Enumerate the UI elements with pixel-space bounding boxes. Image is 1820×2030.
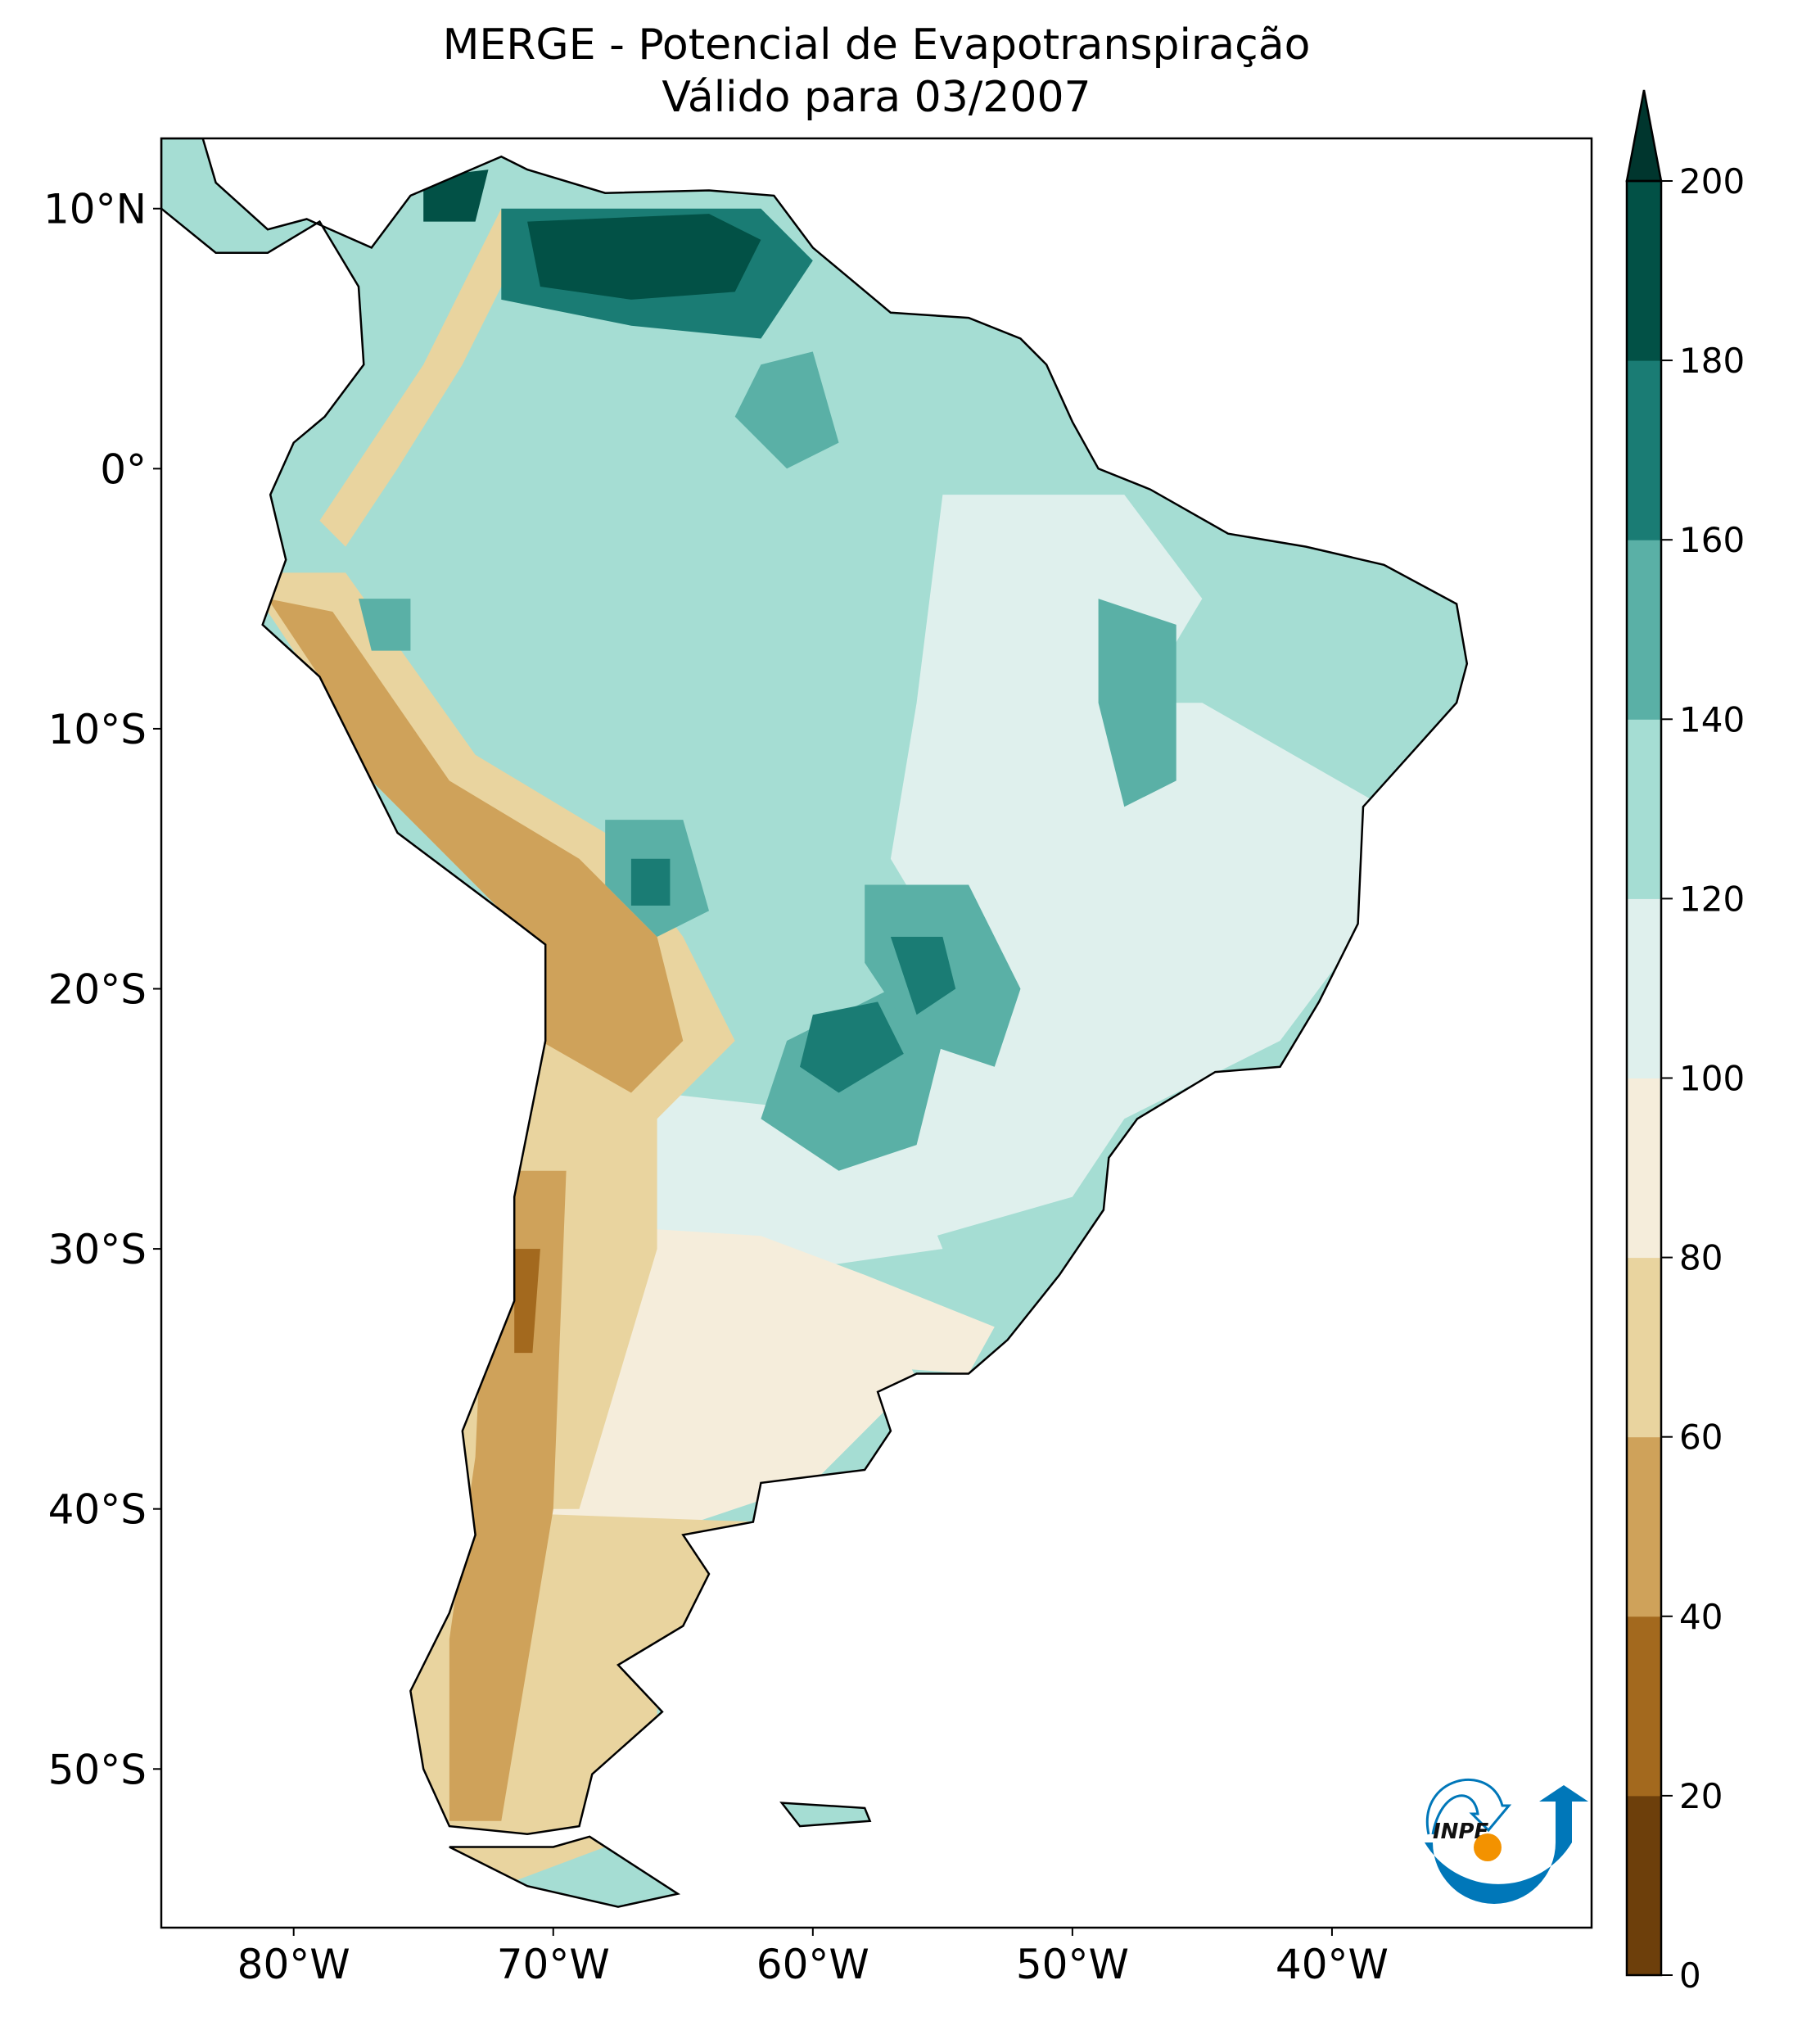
- colorbar-segment: [1627, 898, 1661, 1078]
- colorbar-tick-label: 40: [1679, 1597, 1723, 1637]
- lon-tick-label: 60°W: [756, 1941, 869, 1988]
- contour-region: [630, 858, 671, 906]
- lat-tick-label: 30°S: [48, 1226, 147, 1273]
- colorbar-tick-label: 160: [1679, 520, 1745, 560]
- lat-tick-label: 40°S: [48, 1486, 147, 1534]
- colorbar-tick-label: 80: [1679, 1238, 1723, 1278]
- contour-region: [734, 351, 839, 469]
- contour-region: [812, 703, 1384, 1250]
- contour-region: [268, 599, 684, 1093]
- colorbar-extend-arrow: [1625, 89, 1663, 183]
- colorbar: 0 20 40 60 80 100 120 140 160 180 200: [1625, 89, 1745, 1996]
- contour-region: [319, 208, 515, 547]
- lon-tick-label: 80°W: [237, 1941, 350, 1988]
- contour-region: [800, 1001, 904, 1093]
- colorbar-tick-label: 0: [1679, 1955, 1701, 1996]
- colorbar-segment: [1627, 181, 1661, 361]
- colorbar-tick-label: 140: [1679, 699, 1745, 739]
- contour-region: [359, 599, 411, 651]
- colorbar-tick-label: 120: [1679, 879, 1745, 919]
- colorbar-segment: [1627, 540, 1661, 720]
- colorbar-tick-label: 100: [1679, 1059, 1745, 1099]
- colorbar-tick-label: 180: [1679, 341, 1745, 381]
- lon-tick-label: 40°W: [1276, 1941, 1389, 1988]
- contour-region: [890, 937, 956, 1015]
- contour-region: [449, 1170, 567, 1821]
- continent-coastline: [161, 138, 1469, 1835]
- colorbar-segment: [1627, 1257, 1661, 1438]
- colorbar-segment: [1627, 1078, 1661, 1259]
- colorbar-segment: [1627, 719, 1661, 899]
- map-subtitle: Válido para 03/2007: [662, 73, 1091, 122]
- colorbar-tick-label: 200: [1679, 161, 1745, 201]
- colorbar-tick-label: 20: [1679, 1776, 1723, 1816]
- map-frame: [160, 137, 1593, 1929]
- lat-tick-label: 20°S: [48, 966, 147, 1014]
- inpe-logo: INPE: [1425, 1778, 1588, 1904]
- lon-tick-label: 70°W: [497, 1941, 610, 1988]
- contour-region: [514, 1249, 540, 1354]
- contour-region: [865, 1274, 995, 1374]
- lat-tick-label: 10°S: [48, 706, 147, 753]
- lat-tick-label: 50°S: [48, 1746, 147, 1793]
- colorbar-segment: [1627, 1616, 1661, 1797]
- lon-tick-label: 50°W: [1016, 1941, 1129, 1988]
- contour-region: [1098, 599, 1176, 807]
- tierra-del-fuego-coastline: [449, 1835, 681, 1908]
- colorbar-segment: [1627, 360, 1661, 540]
- colorbar-segment: [1627, 1436, 1661, 1617]
- colorbar-segment: [1627, 1795, 1661, 1976]
- colorbar-tick-label: 60: [1679, 1417, 1723, 1458]
- lat-tick-label: 0°: [100, 445, 147, 493]
- falklands-coastline: [779, 1802, 872, 1828]
- contour-region: [527, 214, 761, 300]
- map-title: MERGE - Potencial de Evapotranspiração: [442, 20, 1311, 70]
- lat-tick-label: 10°N: [43, 186, 147, 233]
